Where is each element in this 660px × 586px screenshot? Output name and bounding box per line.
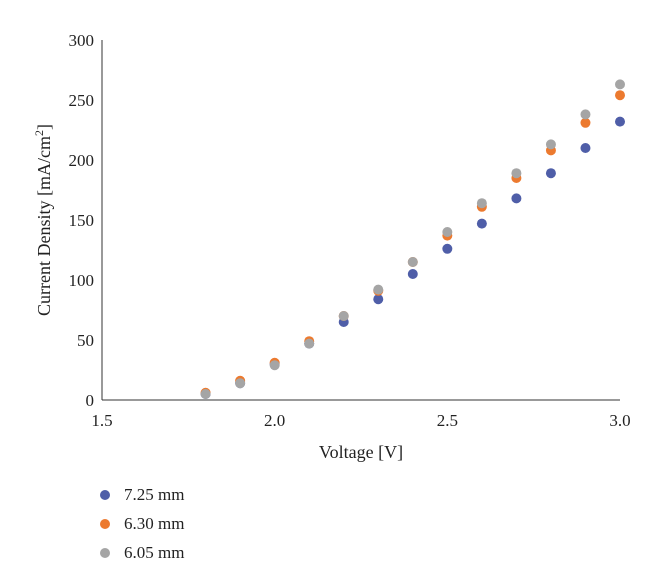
x-tick-label: 2.0 — [264, 411, 285, 430]
data-point-series-3 — [200, 389, 211, 399]
data-point-series-1 — [545, 168, 556, 179]
legend-item-series-2: 6.30 mm — [100, 509, 184, 538]
data-point-series-3 — [373, 284, 384, 295]
legend-item-series-3: 6.05 mm — [100, 538, 184, 567]
y-axis-title-main: Current Density [mA/cm — [34, 136, 54, 316]
legend-label-series-1: 7.25 mm — [124, 484, 185, 504]
y-tick-label: 200 — [69, 151, 95, 170]
data-point-series-3 — [338, 311, 349, 321]
data-point-series-3 — [511, 168, 522, 179]
data-point-series-2 — [580, 117, 591, 128]
data-point-series-3 — [615, 79, 625, 90]
y-tick-label: 150 — [69, 211, 95, 230]
x-tick-label: 1.5 — [91, 411, 112, 430]
y-tick-label: 250 — [69, 91, 95, 110]
y-tick-label: 300 — [69, 31, 95, 50]
x-tick-label: 3.0 — [609, 411, 630, 430]
data-point-series-3 — [580, 109, 591, 120]
y-tick-label: 50 — [77, 331, 94, 350]
data-point-series-1 — [407, 269, 418, 279]
data-point-series-3 — [235, 378, 246, 389]
data-point-series-1 — [373, 294, 384, 305]
legend: 7.25 mm 6.30 mm 6.05 mm — [100, 480, 184, 567]
data-point-series-1 — [511, 193, 522, 204]
y-tick-label: 100 — [69, 271, 95, 290]
data-point-series-2 — [615, 90, 625, 101]
data-point-series-3 — [476, 198, 487, 209]
y-tick-label: 0 — [86, 391, 95, 410]
data-point-series-1 — [442, 243, 453, 254]
axes — [101, 40, 620, 401]
data-point-series-1 — [580, 143, 591, 153]
data-point-series-3 — [304, 338, 315, 349]
y-axis-title-sup: 2 — [32, 130, 46, 136]
data-point-series-1 — [476, 218, 487, 229]
data-point-series-3 — [442, 227, 453, 237]
y-axis-title-end: ] — [34, 124, 54, 130]
data-point-series-3 — [269, 360, 280, 371]
tick-labels: 0 50 100 150 200 250 300 1.5 2.0 2.5 3.0 — [69, 31, 631, 430]
y-axis-title: Current Density [mA/cm2] — [32, 124, 54, 316]
data-point-series-1 — [615, 116, 625, 127]
data-point-series-3 — [407, 257, 418, 267]
legend-label-series-3: 6.05 mm — [124, 542, 185, 562]
legend-marker-series-3 — [100, 547, 110, 558]
data-point-series-3 — [545, 139, 556, 150]
x-tick-label: 2.5 — [437, 411, 458, 430]
x-axis-title: Voltage [V] — [319, 442, 403, 462]
legend-item-series-1: 7.25 mm — [100, 480, 184, 509]
data-points — [200, 79, 625, 399]
legend-label-series-2: 6.30 mm — [124, 513, 185, 533]
legend-marker-series-1 — [100, 489, 110, 500]
legend-marker-series-2 — [100, 518, 110, 529]
